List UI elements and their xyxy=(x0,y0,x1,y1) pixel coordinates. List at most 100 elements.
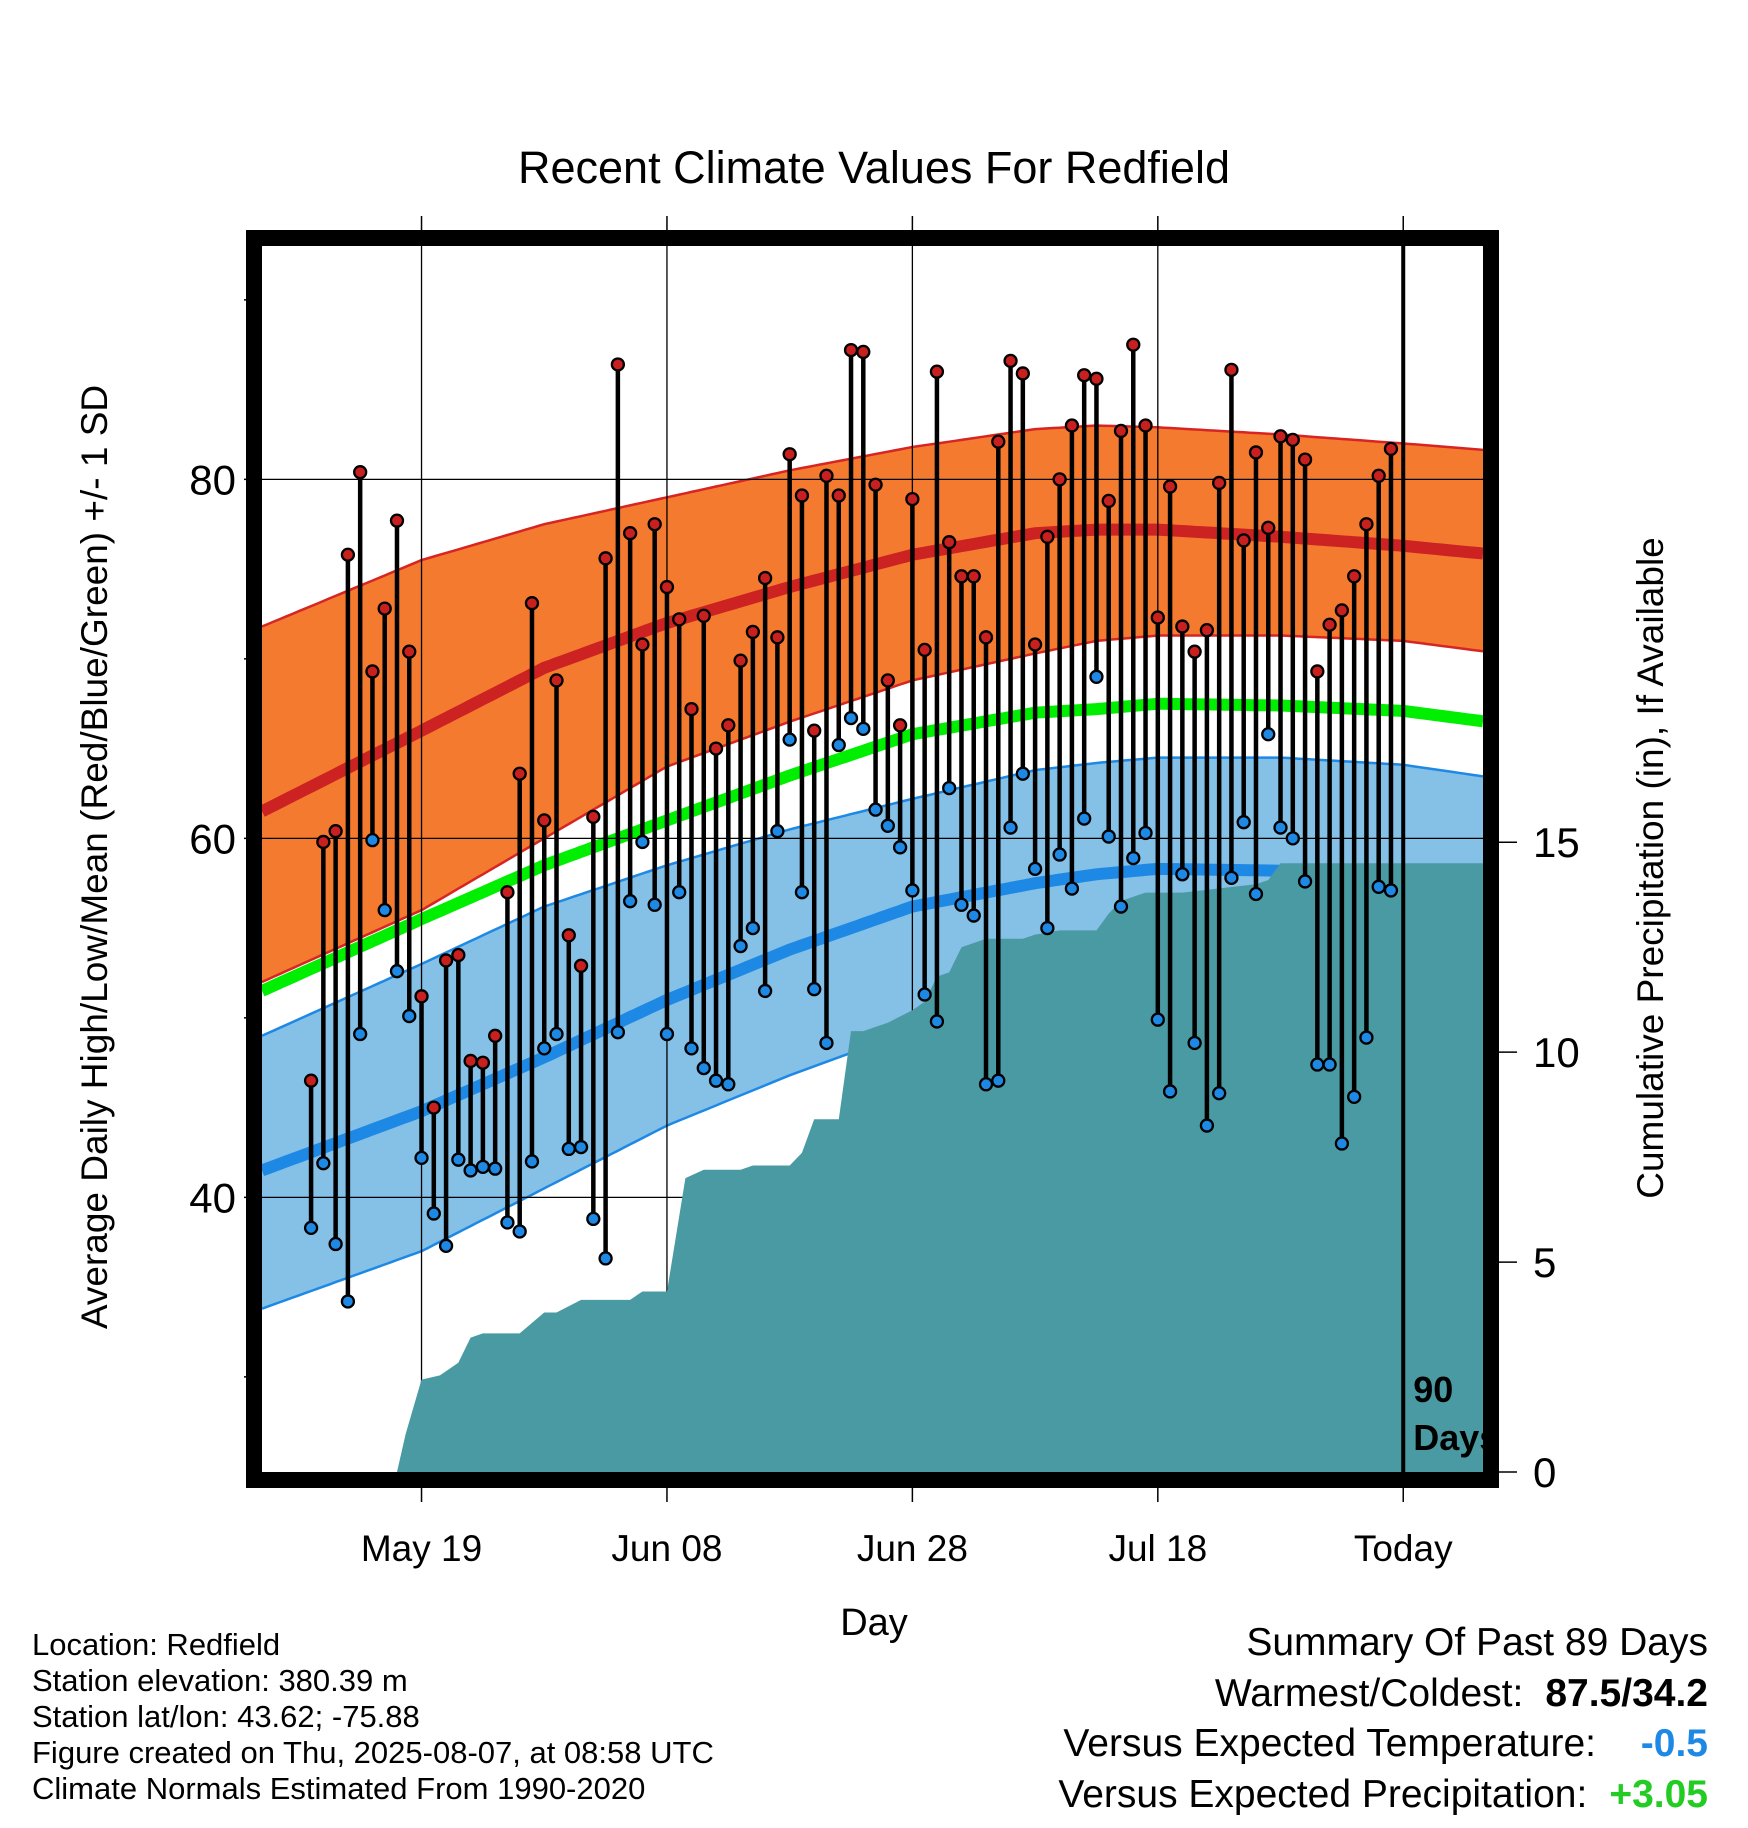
daily-low-point xyxy=(635,834,650,850)
daily-high-point xyxy=(353,465,368,480)
daily-low-point xyxy=(622,894,638,909)
daily-low-point xyxy=(1383,883,1399,898)
summary-heading: Summary Of Past 89 Days xyxy=(1246,1621,1708,1664)
daily-high-point xyxy=(1113,423,1129,439)
daily-low-point xyxy=(1334,1136,1350,1151)
daily-high-point xyxy=(561,928,576,943)
daily-high-point xyxy=(917,642,932,658)
daily-high-point xyxy=(524,596,540,611)
daily-low-point xyxy=(659,1026,675,1042)
y-tick-label: 40 xyxy=(189,1174,236,1221)
daily-high-point xyxy=(1359,517,1374,532)
daily-low-point xyxy=(1052,847,1067,862)
daily-low-point xyxy=(598,1251,613,1266)
daily-low-point xyxy=(451,1152,466,1167)
precip-value: +3.05 xyxy=(1609,1773,1708,1816)
daily-high-point xyxy=(684,701,699,717)
daily-low-point xyxy=(475,1159,491,1174)
daily-low-point xyxy=(426,1206,441,1221)
daily-low-point xyxy=(1261,727,1276,742)
daily-high-point xyxy=(1248,445,1264,460)
daily-high-point xyxy=(438,953,454,968)
daily-low-point xyxy=(537,1041,552,1056)
daily-low-point xyxy=(1138,825,1153,841)
daily-high-point xyxy=(807,723,822,738)
daily-low-point xyxy=(978,1077,994,1092)
daily-low-point xyxy=(316,1156,331,1171)
daily-high-point xyxy=(1077,368,1092,383)
daily-low-point xyxy=(1371,879,1386,894)
daily-high-point xyxy=(1224,362,1239,378)
daily-low-point xyxy=(819,1035,834,1051)
daily-high-point xyxy=(868,477,883,492)
daily-high-point xyxy=(463,1053,478,1069)
daily-low-point xyxy=(1089,669,1104,684)
daily-high-point xyxy=(475,1055,491,1070)
daily-high-point xyxy=(659,579,675,595)
y2-tick-label: 15 xyxy=(1533,819,1580,866)
location-text: Location: Redfield xyxy=(32,1627,281,1662)
daily-low-point xyxy=(340,1294,356,1309)
daily-high-point xyxy=(1175,619,1190,634)
daily-high-point xyxy=(856,344,871,360)
daily-low-point xyxy=(868,802,883,817)
x-tick-label: Jun 08 xyxy=(611,1528,722,1569)
daily-low-point xyxy=(991,1073,1006,1088)
created-text: Figure created on Thu, 2025-08-07, at 08… xyxy=(32,1735,714,1770)
daily-high-point xyxy=(549,673,564,688)
daily-low-point xyxy=(389,964,405,979)
daily-low-point xyxy=(1126,850,1141,866)
daily-high-point xyxy=(708,741,724,756)
daily-low-point xyxy=(1236,815,1251,830)
plot-border xyxy=(246,230,1499,1488)
daily-low-point xyxy=(733,938,748,954)
daily-high-point xyxy=(1199,622,1215,638)
daily-high-point xyxy=(733,653,748,668)
y-tick-label: 80 xyxy=(189,456,236,503)
daily-high-point xyxy=(586,809,601,824)
daily-high-point xyxy=(905,491,920,507)
daily-low-point xyxy=(1273,820,1288,835)
daily-low-point xyxy=(438,1238,454,1253)
daily-low-point xyxy=(524,1154,540,1169)
daily-high-point xyxy=(488,1028,503,1043)
daily-high-point xyxy=(1126,337,1141,352)
y2-tick-label: 0 xyxy=(1533,1449,1556,1496)
daily-high-point xyxy=(978,630,994,645)
daily-high-point xyxy=(537,813,552,828)
daily-low-point xyxy=(807,981,822,997)
daily-low-point xyxy=(549,1026,564,1042)
axes: 40 60 80 0 5 10 15 May 19 Jun 08 Jun 28 Jul 18 Toda… xyxy=(189,216,1580,1569)
daily-high-point xyxy=(1236,533,1251,548)
daily-low-point xyxy=(757,983,773,999)
window-label-number: 90 xyxy=(1413,1369,1453,1410)
elevation-text: Station elevation: 380.39 m xyxy=(32,1663,408,1698)
daily-high-point xyxy=(1261,520,1276,535)
daily-low-point xyxy=(610,1025,626,1040)
daily-high-point xyxy=(1371,468,1386,483)
daily-low-point xyxy=(1347,1089,1362,1104)
daily-high-point xyxy=(451,947,466,963)
y2-tick-label: 5 xyxy=(1533,1239,1556,1286)
daily-high-point xyxy=(1212,475,1227,491)
summary-warm-cold: Warmest/Coldest: 87.5/34.2 xyxy=(1215,1672,1708,1716)
daily-high-point xyxy=(635,637,650,652)
daily-low-point xyxy=(942,780,957,796)
daily-high-point xyxy=(1273,429,1288,444)
daily-low-point xyxy=(684,1041,699,1056)
daily-high-point xyxy=(598,551,613,566)
daily-low-point xyxy=(1224,870,1239,885)
y2-axis-label: Cumulative Precipitation (in), If Availa… xyxy=(1630,537,1671,1199)
daily-low-point xyxy=(721,1077,736,1092)
daily-low-point xyxy=(905,883,920,898)
daily-low-point xyxy=(402,1008,417,1024)
daily-low-point xyxy=(1175,867,1190,882)
daily-high-point xyxy=(892,718,908,733)
daily-high-point xyxy=(696,608,711,623)
daily-low-point xyxy=(1027,861,1043,877)
daily-low-point xyxy=(1248,886,1264,902)
daily-high-point xyxy=(402,644,417,659)
daily-high-point xyxy=(966,569,981,584)
daily-high-point xyxy=(991,434,1006,449)
daily-low-point xyxy=(1359,1030,1374,1045)
